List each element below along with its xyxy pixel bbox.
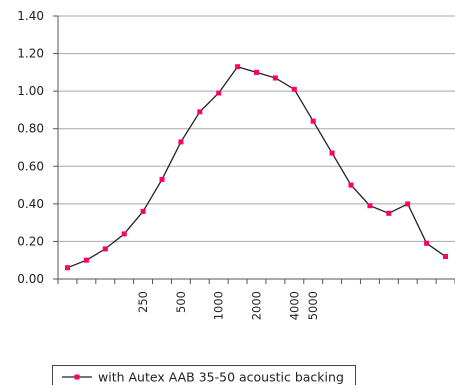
data-point (102, 246, 108, 252)
y-tick-label: 0.00 (17, 272, 44, 286)
data-point (216, 90, 222, 96)
data-point (310, 118, 316, 124)
data-point (367, 203, 373, 209)
y-tick-label: 0.20 (17, 234, 44, 248)
x-tick-label: 500 (174, 291, 188, 313)
data-point (291, 86, 297, 92)
gridlines (58, 15, 455, 242)
series-line (67, 65, 446, 269)
data-point (443, 254, 448, 259)
data-point (405, 201, 411, 207)
data-point (178, 139, 184, 145)
y-tick-label: 1.00 (17, 84, 44, 98)
legend: with Autex AAB 35-50 acoustic backing (52, 365, 356, 388)
data-point (348, 182, 354, 188)
axes (53, 15, 455, 284)
data-point (121, 231, 127, 237)
y-tick-label: 1.40 (17, 9, 44, 23)
y-tick-label: 0.80 (17, 122, 44, 136)
data-point (140, 208, 146, 214)
data-point (329, 150, 335, 156)
data-point (65, 265, 70, 271)
x-tick-label: 4000 (287, 291, 301, 320)
data-point (386, 210, 392, 216)
y-tick-label: 0.60 (17, 159, 44, 173)
data-point (424, 240, 430, 246)
x-tick-label: 250 (136, 291, 150, 313)
legend-label: with Autex AAB 35-50 acoustic backing (98, 370, 344, 385)
data-point (197, 109, 203, 115)
series (65, 64, 448, 271)
data-point (83, 257, 89, 263)
y-tick-label: 0.40 (17, 197, 44, 211)
data-point (235, 64, 241, 70)
data-point (254, 69, 259, 75)
x-tick-label: 2000 (250, 291, 264, 320)
x-tick-labels: 250 500 1000 2000 4000 5000 (136, 291, 320, 320)
legend-marker-swatch (74, 374, 80, 380)
data-point (159, 176, 165, 182)
data-point (272, 75, 278, 81)
x-tick-label: 5000 (306, 291, 320, 320)
x-tick-label: 1000 (212, 291, 226, 320)
y-tick-label: 1.20 (17, 47, 44, 61)
y-tick-labels: 0.00 0.20 0.40 0.60 0.80 1.00 1.20 1.40 (17, 9, 44, 286)
